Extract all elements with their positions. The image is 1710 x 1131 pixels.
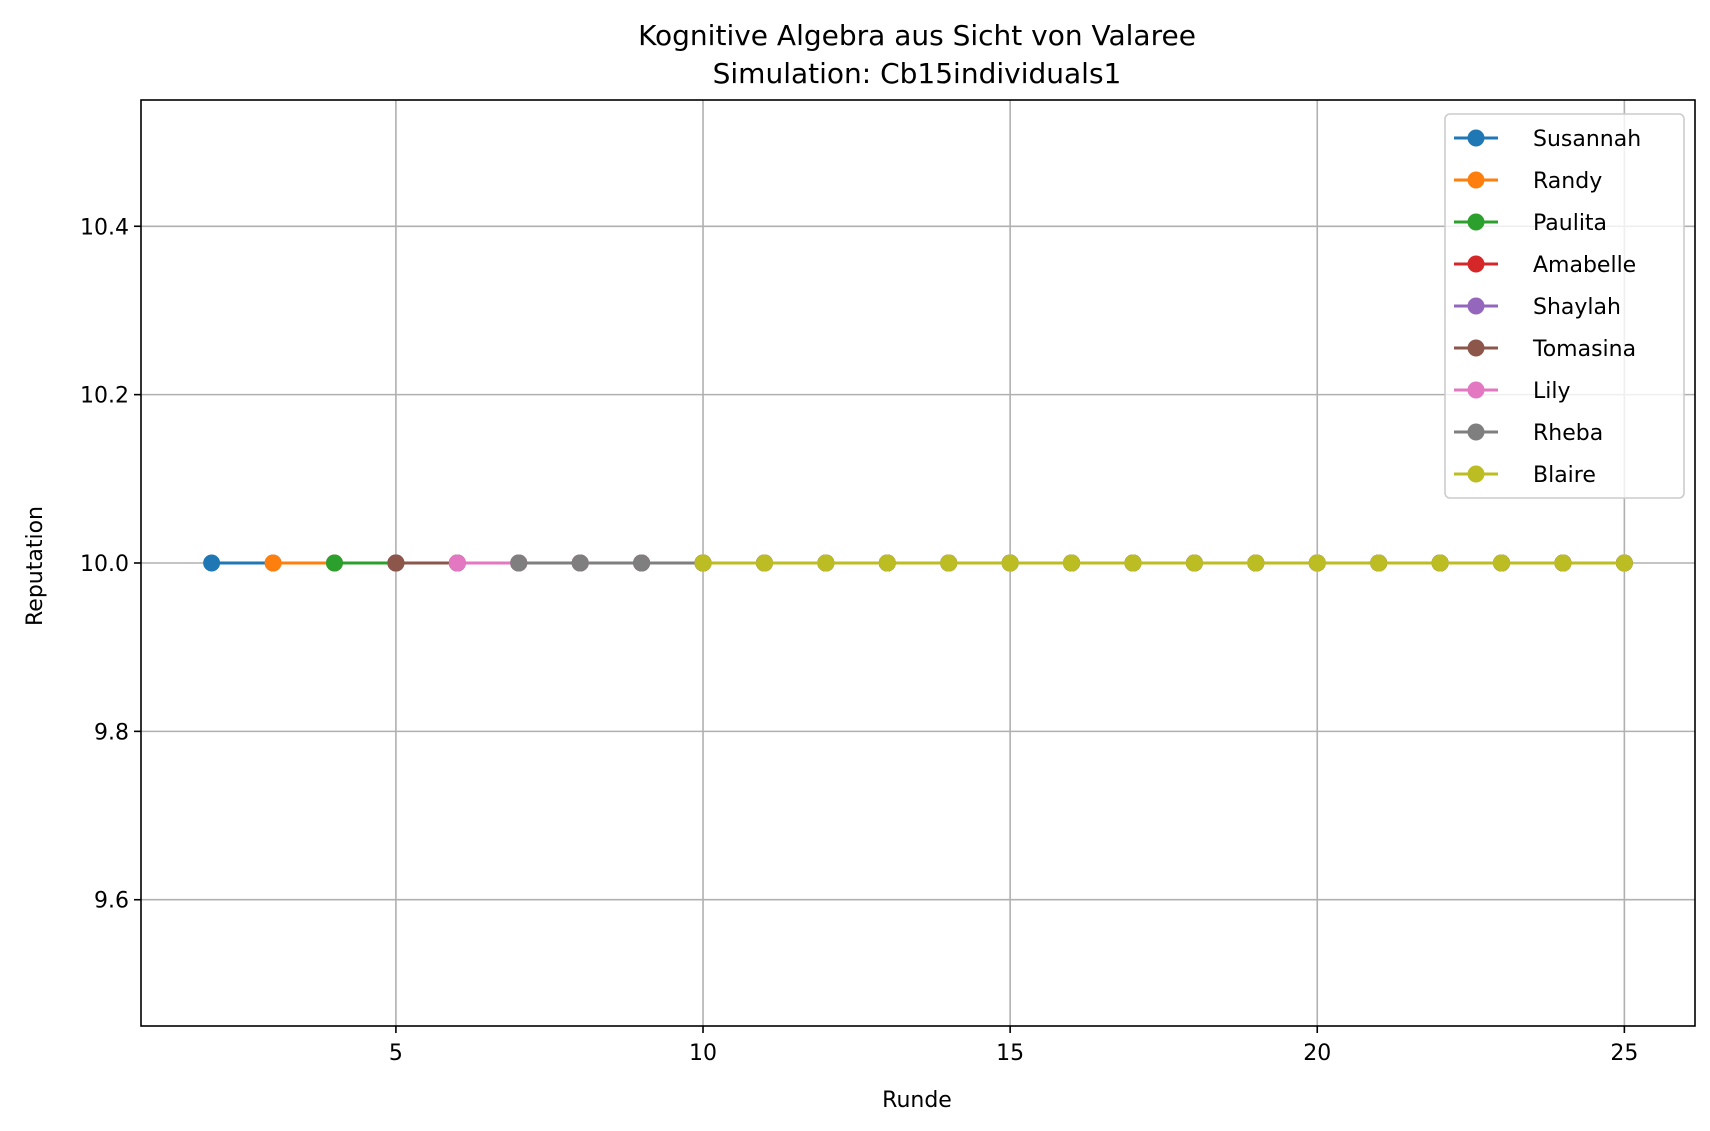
legend-label-rheba: Rheba [1533, 421, 1603, 446]
data-point-blaire [1063, 554, 1081, 572]
data-point-paulita [325, 554, 343, 572]
data-point-blaire [1308, 554, 1326, 572]
data-point-blaire [755, 554, 773, 572]
legend-item-blaire: Blaire [1454, 463, 1596, 488]
legend-item-lily: Lily [1454, 379, 1571, 404]
data-point-blaire [1431, 554, 1449, 572]
legend-marker-shaylah [1467, 297, 1485, 315]
legend-marker-susannah [1467, 129, 1485, 147]
legend-item-randy: Randy [1454, 169, 1602, 194]
series-blaire [694, 554, 1633, 572]
legend-marker-paulita [1467, 213, 1485, 231]
chart-subtitle: Simulation: Cb15individuals1 [713, 57, 1122, 90]
y-axis-label: Reputation [23, 506, 48, 626]
legend-marker-tomasina [1467, 339, 1485, 357]
data-point-rheba [510, 554, 528, 572]
data-point-blaire [878, 554, 896, 572]
legend-marker-amabelle [1467, 255, 1485, 273]
axis-ticks: 5 10 15 20 25 9.6 9.8 10.0 10.2 10.4 [80, 215, 1638, 1066]
y-tick-label: 9.8 [94, 720, 129, 745]
legend-item-susannah: Susannah [1454, 127, 1641, 152]
legend-label-blaire: Blaire [1533, 463, 1596, 488]
legend-label-amabelle: Amabelle [1533, 253, 1636, 278]
legend-item-shaylah: Shaylah [1454, 295, 1621, 320]
data-point-blaire [1493, 554, 1511, 572]
y-tick-label: 10.2 [80, 384, 129, 409]
x-tick-label: 10 [689, 1041, 717, 1066]
data-point-blaire [1001, 554, 1019, 572]
x-tick-label: 15 [996, 1041, 1024, 1066]
series-layer [203, 554, 1633, 572]
x-tick-label: 20 [1303, 1041, 1331, 1066]
data-point-blaire [694, 554, 712, 572]
data-point-susannah [203, 554, 221, 572]
legend-label-paulita: Paulita [1533, 211, 1607, 236]
data-point-rheba [571, 554, 589, 572]
data-point-rheba [633, 554, 651, 572]
data-point-tomasina [387, 554, 405, 572]
data-point-randy [264, 554, 282, 572]
legend-label-shaylah: Shaylah [1533, 295, 1621, 320]
chart-title: Kognitive Algebra aus Sicht von Valaree [638, 19, 1196, 52]
data-point-blaire [1554, 554, 1572, 572]
y-tick-label: 10.4 [80, 215, 129, 240]
x-tick-label: 5 [389, 1041, 403, 1066]
legend-item-rheba: Rheba [1454, 421, 1603, 446]
data-point-blaire [817, 554, 835, 572]
legend-label-randy: Randy [1533, 169, 1602, 194]
y-tick-label: 9.6 [94, 889, 129, 914]
legend-marker-blaire [1467, 465, 1485, 483]
legend-item-paulita: Paulita [1454, 211, 1607, 236]
data-point-blaire [1615, 554, 1633, 572]
x-tick-label: 25 [1610, 1041, 1638, 1066]
data-point-blaire [940, 554, 958, 572]
legend-marker-rheba [1467, 423, 1485, 441]
data-point-blaire [1124, 554, 1142, 572]
data-point-blaire [1247, 554, 1265, 572]
legend-marker-lily [1467, 381, 1485, 399]
legend-label-tomasina: Tomasina [1532, 337, 1636, 362]
legend-box [1444, 113, 1685, 499]
legend-marker-randy [1467, 171, 1485, 189]
legend-label-susannah: Susannah [1533, 127, 1641, 152]
legend-item-tomasina: Tomasina [1454, 337, 1636, 362]
data-point-blaire [1370, 554, 1388, 572]
data-point-lily [448, 554, 466, 572]
x-axis-label: Runde [882, 1088, 952, 1113]
legend-item-amabelle: Amabelle [1454, 253, 1636, 278]
legend-label-lily: Lily [1533, 379, 1571, 404]
legend: Susannah Randy Paulita Amabelle Shaylah Tomas… [1444, 113, 1685, 499]
y-tick-label: 10.0 [80, 552, 129, 577]
data-point-blaire [1185, 554, 1203, 572]
